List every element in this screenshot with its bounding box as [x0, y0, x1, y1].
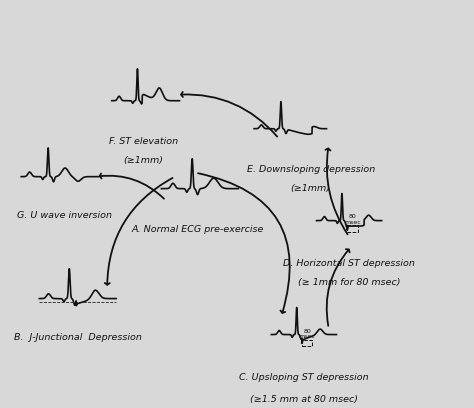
Text: 80
msec: 80 msec	[344, 214, 361, 225]
Text: (≥ 1mm for 80 msec): (≥ 1mm for 80 msec)	[298, 278, 401, 287]
Bar	[302, 340, 312, 346]
Text: F. ST elevation: F. ST elevation	[109, 137, 178, 146]
Text: (≥1mm): (≥1mm)	[123, 156, 164, 165]
Text: E. Downsloping depression: E. Downsloping depression	[246, 165, 375, 174]
Bar	[347, 226, 357, 232]
Text: D. Horizontal ST depression: D. Horizontal ST depression	[283, 259, 415, 268]
Text: C. Upsloping ST depression: C. Upsloping ST depression	[239, 373, 369, 381]
Text: G. U wave inversion: G. U wave inversion	[17, 211, 112, 220]
Text: 80
msec: 80 msec	[299, 328, 316, 339]
Text: (≥1mm): (≥1mm)	[291, 184, 331, 193]
Text: A. Normal ECG pre-exercise: A. Normal ECG pre-exercise	[131, 225, 264, 234]
Text: (≥1.5 mm at 80 msec): (≥1.5 mm at 80 msec)	[250, 395, 358, 404]
Text: B.  J-Junctional  Depression: B. J-Junctional Depression	[14, 333, 142, 341]
